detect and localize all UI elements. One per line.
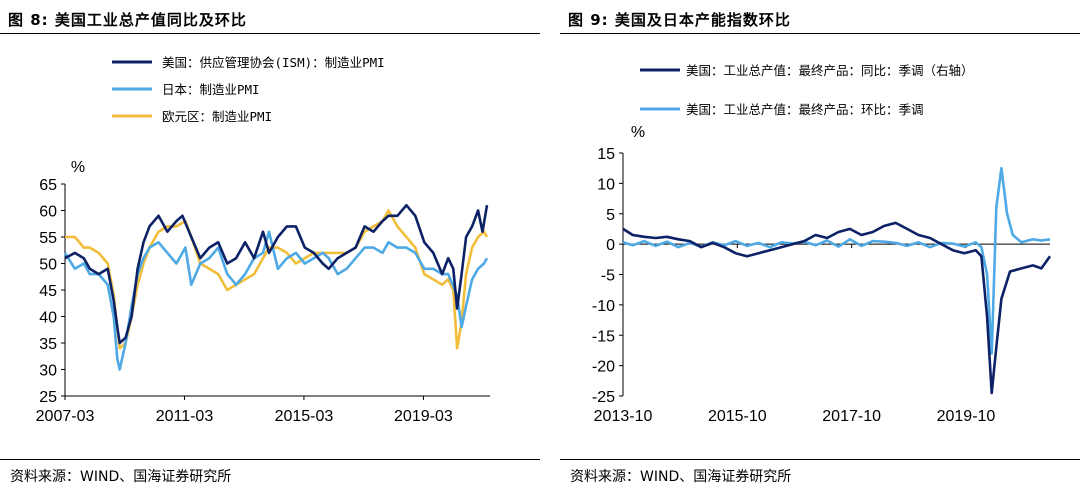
source-divider (0, 459, 540, 460)
chart-title: 图 9: 美国及日本产能指数环比 (568, 11, 791, 29)
source-note: 资料来源：WIND、国海证券研究所 (570, 469, 792, 485)
chart-8-plot: 美国：供应管理协会(ISM)：制造业PMI 日本：制造业PMI 欧元区：制造业PMI… (36, 55, 490, 425)
y-tick-label: 35 (39, 336, 57, 353)
y-tick-label: -10 (592, 298, 615, 315)
y-unit-label: % (71, 159, 85, 176)
y-tick-label: -25 (592, 389, 615, 406)
y-tick-label: 25 (39, 389, 57, 406)
y-tick-label: -15 (592, 328, 615, 345)
y-tick-label: 30 (39, 363, 57, 380)
title-divider (0, 33, 540, 34)
source-divider (560, 459, 1080, 460)
legend-label: 欧元区：制造业PMI (162, 109, 272, 124)
legend-label: 美国：工业总产值：最终产品：同比：季调（右轴） (686, 63, 974, 78)
y-tick-label: 40 (39, 310, 57, 327)
chart-title: 图 8: 美国工业总产值同比及环比 (8, 11, 247, 29)
y-tick-label: -5 (601, 268, 615, 285)
y-unit-label: % (631, 124, 645, 141)
legend-label: 美国：工业总产值：最终产品：环比：季调 (686, 102, 924, 117)
y-tick-label: -20 (592, 359, 615, 376)
y-tick-label: 10 (597, 176, 615, 193)
x-tick-label: 2015-10 (708, 408, 767, 425)
y-tick-label: 50 (39, 257, 57, 274)
y-tick-label: 45 (39, 283, 57, 300)
x-tick-label: 2007-03 (36, 408, 95, 425)
y-tick-label: 55 (39, 230, 57, 247)
y-tick-label: 5 (606, 207, 615, 224)
y-tick-label: 60 (39, 204, 57, 221)
x-tick-label: 2015-03 (275, 408, 334, 425)
x-tick-label: 2011-03 (156, 408, 214, 425)
chart-9-plot: 美国：工业总产值：最终产品：同比：季调（右轴） 美国：工业总产值：最终产品：环比：… (592, 63, 1052, 425)
series-line (63, 230, 489, 371)
x-tick-label: 2019-10 (937, 408, 996, 425)
x-tick-label: 2019-03 (394, 408, 453, 425)
y-tick-label: 65 (39, 177, 57, 194)
legend-label: 日本：制造业PMI (162, 82, 260, 97)
x-tick-label: 2013-10 (594, 408, 653, 425)
chart-panel-8: 图 8: 美国工业总产值同比及环比 美国：供应管理协会(ISM)：制造业PMI 日… (0, 11, 540, 485)
chart-panel-9: 图 9: 美国及日本产能指数环比 美国：工业总产值：最终产品：同比：季调（右轴）… (560, 0, 1080, 489)
legend-label: 美国：供应管理协会(ISM)：制造业PMI (162, 55, 385, 70)
series-line (64, 203, 489, 345)
series-line (622, 166, 1051, 355)
y-tick-label: 0 (606, 237, 615, 254)
source-note: 资料来源：WIND、国海证券研究所 (10, 469, 232, 485)
series-line (622, 221, 1052, 395)
title-divider (560, 33, 1080, 34)
x-tick-label: 2017-10 (822, 408, 881, 425)
y-tick-label: 15 (597, 146, 615, 163)
